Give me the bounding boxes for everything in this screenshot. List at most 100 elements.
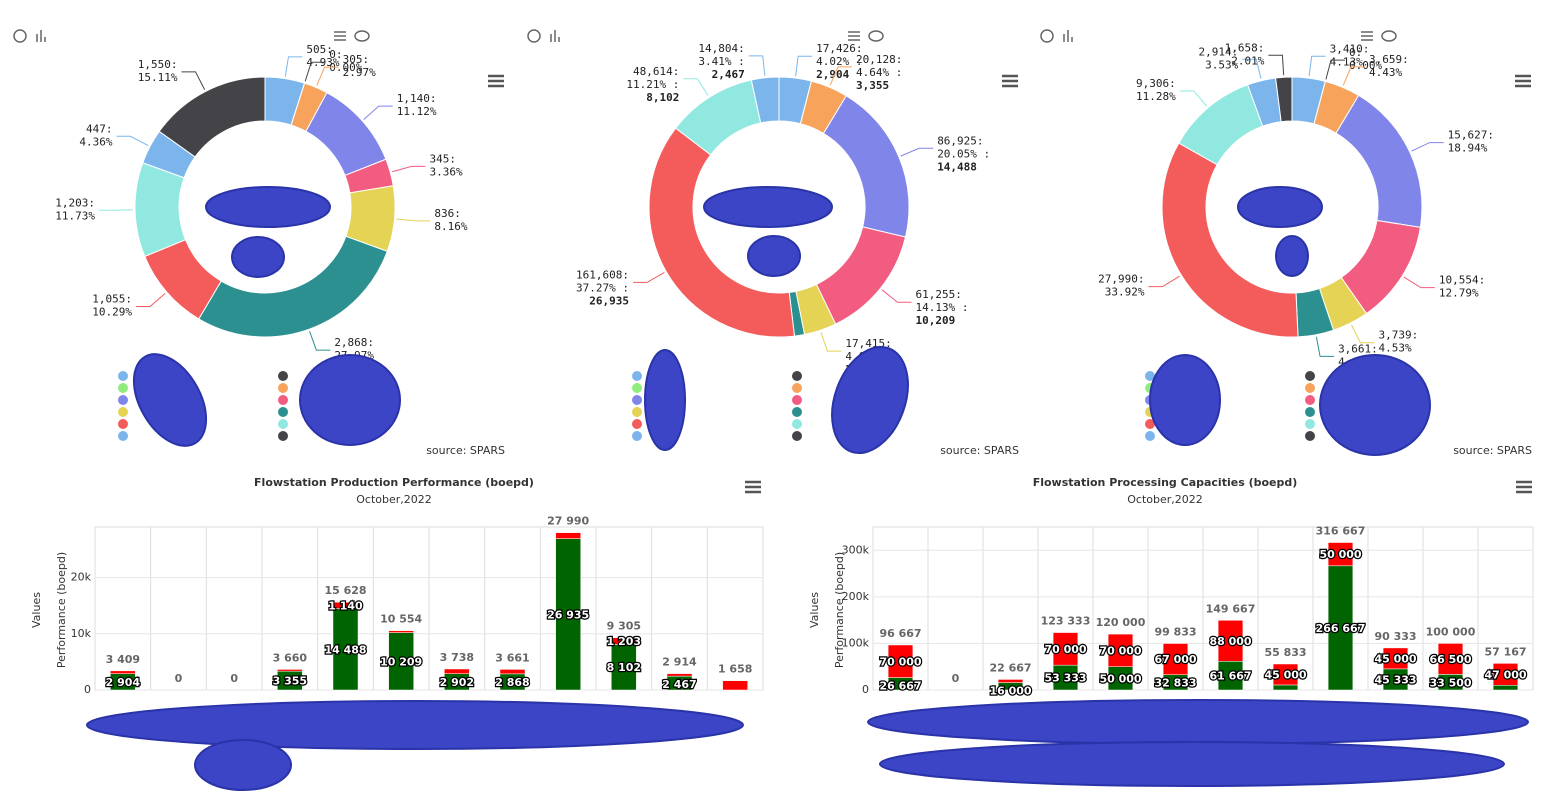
data-label-line: 505:: [306, 43, 333, 56]
legend-marker: [278, 407, 288, 417]
data-label-line: 0:: [1349, 46, 1362, 59]
total-label: 15 628: [324, 584, 366, 597]
data-label: 10,554: 12.79%: [1439, 274, 1485, 300]
label-connector: [1342, 66, 1366, 86]
source-credit: source: SPARS: [940, 444, 1019, 457]
chart-menus[interactable]: [488, 74, 1532, 494]
data-label-line: 8.16%: [434, 220, 467, 233]
bar-segment: [555, 538, 581, 691]
data-label: 45 333: [1374, 673, 1416, 686]
redactions: [86, 186, 1529, 791]
data-label: 45 000: [1374, 652, 1416, 665]
legend-marker: [792, 371, 802, 381]
y-tick-label: 300k: [842, 543, 870, 556]
data-label-line: 9,306:: [1136, 77, 1176, 90]
data-label: 266 667: [1316, 622, 1366, 635]
data-label-line: 15.11%: [138, 71, 178, 84]
data-label: 2 868: [495, 676, 529, 689]
data-label-line: 2,868:: [334, 336, 374, 349]
data-label: 2,914: 3.53%: [1199, 45, 1239, 71]
total-label: 10 554: [380, 613, 422, 626]
bar-segment: [666, 673, 693, 677]
bar-segment: [332, 608, 359, 691]
data-label: 70 000: [879, 655, 921, 668]
data-label-line: 0.00%: [329, 61, 362, 74]
data-label: 1,203: 11.73%: [55, 196, 95, 222]
legend-marker: [118, 395, 128, 405]
y-group-label: Values: [30, 592, 43, 628]
bar-segment: [555, 532, 581, 539]
data-label-line: 0.00%: [1349, 59, 1382, 72]
data-label-line: 4.64% :: [856, 66, 902, 79]
y-tick-label: 200k: [842, 590, 870, 603]
data-label: 14,804: 3.41% :2,467: [698, 42, 744, 81]
legend-marker: [278, 371, 288, 381]
legend-marker: [118, 431, 128, 441]
data-label-line: 3.53%: [1205, 58, 1238, 71]
label-connector: [181, 71, 206, 90]
label-connector: [316, 66, 339, 86]
bar-segment: [499, 669, 526, 675]
data-label: 27,990: 33.92%: [1098, 273, 1145, 299]
legend-marker: [632, 419, 642, 429]
data-label-line: 20.05% :: [937, 147, 990, 160]
legend-marker: [1305, 395, 1315, 405]
legend-marker: [118, 383, 128, 393]
legend-marker: [792, 431, 802, 441]
bar-segment: [1162, 643, 1189, 675]
data-label: 345: 3.36%: [429, 152, 462, 178]
label-connector: [900, 147, 934, 157]
data-label-line: 3.41% :: [698, 55, 744, 68]
y-tick-label: 100k: [842, 636, 870, 649]
bar-segment: [611, 637, 637, 645]
data-label-line: 18.94%: [1448, 142, 1488, 155]
data-label-line: 836:: [434, 207, 461, 220]
bar-segment: [1217, 661, 1244, 691]
data-label: 70 000: [1099, 644, 1141, 657]
bar-segment: [1492, 663, 1519, 686]
data-label: 45 000: [1264, 668, 1306, 681]
label-connector: [1179, 90, 1208, 107]
total-label: 9 305: [607, 620, 641, 633]
data-label-line: 48,614:: [633, 65, 679, 78]
data-label-line: 14.13% :: [915, 301, 968, 314]
legend-marker: [1145, 419, 1155, 429]
total-label: 57 167: [1484, 645, 1526, 658]
data-label-line: 37.27% :: [576, 281, 629, 294]
data-label-line: 3,355: [856, 79, 889, 92]
toolbar-icons[interactable]: [13, 29, 1397, 43]
data-label: 20,128: 4.64% :3,355: [856, 53, 902, 92]
bar-segment: [332, 601, 359, 609]
data-label-line: 3,410:: [1330, 42, 1370, 55]
bar-segment: [110, 670, 136, 674]
bar-segment: [1382, 647, 1409, 670]
bar-segment: [388, 632, 414, 691]
chart-subtitle: October,2022: [1127, 493, 1203, 506]
source-credit: source: SPARS: [1453, 444, 1532, 457]
total-label: 316 667: [1316, 525, 1366, 538]
data-label: 16 000: [989, 685, 1031, 698]
legend-marker: [278, 395, 288, 405]
y-tick-label: 0: [862, 683, 869, 696]
legend-marker: [792, 383, 802, 393]
legend-marker: [278, 431, 288, 441]
data-label-line: 1,140:: [397, 92, 437, 105]
label-connector: [1308, 55, 1326, 77]
total-label: 120 000: [1096, 616, 1146, 629]
data-label: 26 935: [547, 608, 589, 621]
data-label-line: 17,426:: [816, 42, 862, 55]
label-connector: [284, 56, 303, 77]
label-connector: [1403, 276, 1435, 289]
data-label: 3 355: [273, 675, 307, 688]
total-label: 27 990: [547, 515, 589, 528]
donut-slice: [648, 127, 796, 338]
bar-segment: [1492, 685, 1519, 691]
data-label: 50 000: [1319, 548, 1361, 561]
data-label-line: 345:: [429, 152, 456, 165]
total-label: 90 333: [1374, 630, 1416, 643]
data-label-line: 15,627:: [1448, 129, 1494, 142]
bar-segment: [1107, 633, 1134, 667]
donut-slice: [198, 235, 388, 338]
data-label-line: 11.12%: [397, 105, 437, 118]
data-label-line: 2,914:: [1199, 45, 1239, 58]
